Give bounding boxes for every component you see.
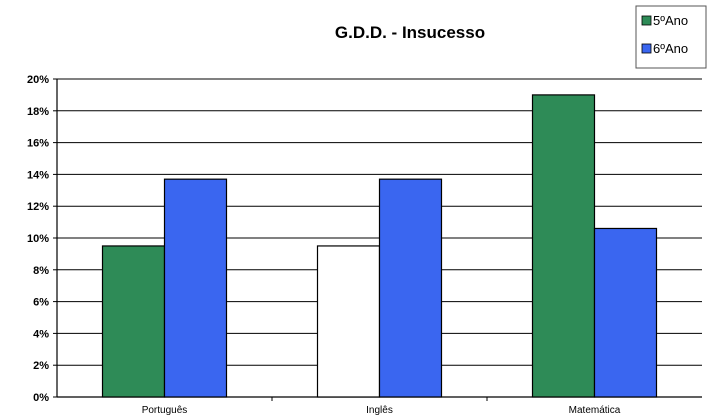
bar-6ano-0 bbox=[163, 178, 228, 398]
bar-5ano-0 bbox=[101, 245, 166, 398]
y-tick-label: 16% bbox=[27, 138, 49, 150]
legend-label-6ano: 6ºAno bbox=[653, 41, 688, 56]
bar-5ano-1 bbox=[316, 245, 381, 398]
y-tick-label: 8% bbox=[33, 265, 49, 277]
y-tick-label: 0% bbox=[33, 392, 49, 404]
bar-6ano-2 bbox=[593, 227, 658, 398]
legend-label-5ano: 5ºAno bbox=[653, 13, 688, 28]
y-tick-label: 12% bbox=[27, 201, 49, 213]
bar-6ano-1 bbox=[378, 178, 443, 398]
x-category-label: Português bbox=[142, 405, 188, 416]
y-tick-label: 2% bbox=[33, 360, 49, 372]
legend-swatch-5ano bbox=[641, 15, 652, 26]
x-category-label: Matemática bbox=[569, 405, 621, 416]
y-tick-label: 18% bbox=[27, 106, 49, 118]
y-tick-label: 10% bbox=[27, 233, 49, 245]
legend: 5ºAno 6ºAno bbox=[635, 5, 707, 69]
legend-swatch-6ano bbox=[641, 43, 652, 54]
y-tick-label: 20% bbox=[27, 74, 49, 86]
y-tick-label: 14% bbox=[27, 169, 49, 181]
x-category-label: Inglês bbox=[366, 405, 393, 416]
plot-area: 0% 2% 4% 6% 8% 10% 12% 14% 16% 18% 20% Português Ing… bbox=[27, 74, 702, 416]
y-tick-label: 4% bbox=[33, 328, 49, 340]
y-tick-label: 6% bbox=[33, 297, 49, 309]
bar-5ano-2 bbox=[531, 94, 596, 398]
chart-title: G.D.D. - Insucesso bbox=[335, 23, 485, 42]
